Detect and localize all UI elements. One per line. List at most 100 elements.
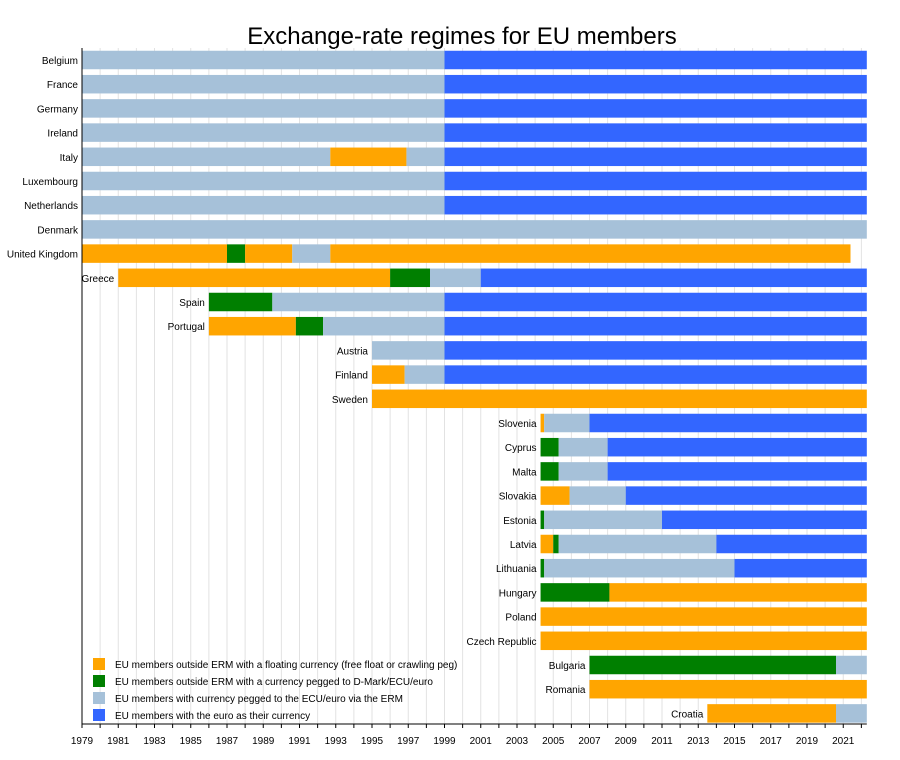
country-label: Portugal bbox=[168, 322, 205, 333]
country-label: Spain bbox=[179, 298, 205, 309]
bar-segment-pegged_outside bbox=[540, 558, 545, 578]
bar-segment-erm bbox=[372, 341, 445, 360]
bar-segment-euro bbox=[444, 123, 867, 142]
legend-label-euro: EU members with the euro as their curren… bbox=[115, 711, 310, 722]
country-label: Ireland bbox=[47, 129, 78, 140]
x-tick-label: 2015 bbox=[723, 736, 746, 747]
x-tick-label: 1979 bbox=[71, 736, 94, 747]
bar-segment-euro bbox=[444, 195, 867, 215]
country-label: Italy bbox=[60, 153, 78, 164]
x-tick-label: 2021 bbox=[832, 736, 855, 747]
bar-segment-erm bbox=[544, 413, 590, 433]
bar-segment-floating bbox=[330, 244, 851, 263]
bar-segment-erm bbox=[82, 195, 445, 215]
legend: EU members outside ERM with a floating c… bbox=[93, 658, 457, 722]
bar-segment-pegged_outside bbox=[553, 534, 559, 554]
bar-segment-erm bbox=[836, 655, 867, 675]
bar-segment-euro bbox=[444, 50, 867, 70]
bar-segment-floating bbox=[707, 704, 836, 723]
x-tick-label: 1991 bbox=[288, 736, 311, 747]
chart-title: Exchange-rate regimes for EU members bbox=[247, 23, 677, 50]
bar-segment-euro bbox=[662, 510, 867, 530]
country-label: Czech Republic bbox=[467, 637, 537, 648]
bar-segment-pegged_outside bbox=[540, 583, 610, 602]
x-tick-label: 2017 bbox=[760, 736, 783, 747]
country-label: Luxembourg bbox=[22, 177, 78, 188]
x-tick-label: 1997 bbox=[397, 736, 420, 747]
bar-segment-erm bbox=[82, 99, 445, 118]
bar-segment-euro bbox=[444, 147, 867, 167]
bar-segment-floating bbox=[540, 607, 867, 626]
country-label: Denmark bbox=[37, 225, 79, 236]
x-tick-label: 1995 bbox=[361, 736, 384, 747]
bar-segment-euro bbox=[607, 462, 867, 481]
country-label: Latvia bbox=[510, 540, 537, 551]
bar-segment-erm bbox=[544, 558, 735, 578]
bar-segment-pegged_outside bbox=[227, 244, 246, 263]
bar-segment-erm bbox=[569, 486, 626, 505]
country-label: Croatia bbox=[671, 709, 704, 720]
bar-segment-erm bbox=[272, 292, 445, 312]
bar-segment-pegged_outside bbox=[540, 510, 545, 530]
x-tick-label: 2009 bbox=[615, 736, 638, 747]
bar-segment-floating bbox=[589, 679, 867, 699]
x-tick-label: 1989 bbox=[252, 736, 275, 747]
country-label: Belgium bbox=[42, 56, 78, 67]
legend-label-erm: EU members with currency pegged to the E… bbox=[115, 694, 403, 705]
country-label: Greece bbox=[81, 274, 114, 285]
bar-segment-euro bbox=[716, 534, 867, 554]
country-label: Germany bbox=[37, 104, 78, 115]
bar-segment-erm bbox=[558, 534, 717, 554]
bars bbox=[82, 50, 867, 723]
bar-segment-erm bbox=[558, 462, 608, 481]
bar-segment-floating bbox=[609, 583, 867, 602]
x-axis: 1979 1981 1983 1985 1987 1989 1991 1993 1995 1997… bbox=[71, 48, 867, 747]
x-tick-label: 2007 bbox=[578, 736, 601, 747]
bar-segment-floating bbox=[540, 486, 570, 505]
bar-segment-floating bbox=[540, 631, 867, 651]
bar-segment-euro bbox=[444, 341, 867, 360]
bar-segment-pegged_outside bbox=[208, 292, 273, 312]
country-label: Slovakia bbox=[499, 492, 537, 503]
country-label: Slovenia bbox=[498, 419, 537, 430]
x-tick-label: 2001 bbox=[470, 736, 493, 747]
x-tick-label: 2005 bbox=[542, 736, 565, 747]
bar-segment-erm bbox=[404, 365, 445, 384]
x-tick-label: 2019 bbox=[796, 736, 819, 747]
legend-swatch-erm bbox=[93, 692, 105, 704]
bar-segment-erm bbox=[82, 123, 445, 142]
bar-segment-floating bbox=[330, 147, 407, 167]
bar-segment-erm bbox=[558, 437, 608, 457]
country-label: France bbox=[47, 80, 79, 91]
bar-segment-erm bbox=[430, 268, 481, 288]
bar-segment-erm bbox=[82, 147, 331, 167]
country-label: Lithuania bbox=[496, 564, 537, 575]
legend-label-pegged_outside: EU members outside ERM with a currency p… bbox=[115, 677, 433, 688]
bar-segment-erm bbox=[82, 74, 445, 94]
bar-segment-erm bbox=[406, 147, 445, 167]
x-tick-label: 1981 bbox=[107, 736, 130, 747]
legend-swatch-floating bbox=[93, 658, 105, 670]
country-label: Bulgaria bbox=[549, 661, 586, 672]
bar-segment-pegged_outside bbox=[589, 655, 836, 675]
bar-segment-floating bbox=[540, 534, 554, 554]
country-labels: Belgium France Germany Ireland Italy Luxembou… bbox=[7, 56, 704, 720]
bar-segment-pegged_outside bbox=[540, 437, 559, 457]
bar-segment-erm bbox=[82, 50, 445, 70]
bar-segment-floating bbox=[208, 316, 296, 336]
country-label: Estonia bbox=[503, 516, 537, 527]
country-label: Poland bbox=[505, 613, 536, 624]
bar-segment-erm bbox=[82, 171, 445, 191]
bar-segment-euro bbox=[444, 74, 867, 94]
bar-segment-euro bbox=[480, 268, 867, 288]
legend-label-floating: EU members outside ERM with a floating c… bbox=[115, 660, 457, 671]
bar-segment-euro bbox=[607, 437, 867, 457]
bar-segment-euro bbox=[625, 486, 867, 505]
country-label: Cyprus bbox=[505, 443, 537, 454]
country-label: Hungary bbox=[499, 588, 537, 599]
bar-segment-erm bbox=[323, 316, 445, 336]
bar-segment-euro bbox=[444, 316, 867, 336]
bar-segment-floating bbox=[540, 413, 545, 433]
bar-segment-floating bbox=[372, 365, 405, 384]
